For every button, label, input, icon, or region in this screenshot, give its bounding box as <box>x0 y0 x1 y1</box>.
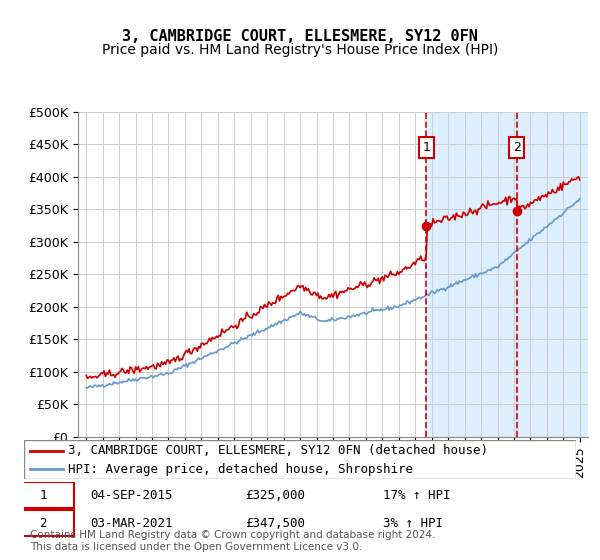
FancyBboxPatch shape <box>24 440 576 479</box>
Text: 3, CAMBRIDGE COURT, ELLESMERE, SY12 0FN: 3, CAMBRIDGE COURT, ELLESMERE, SY12 0FN <box>122 29 478 44</box>
Text: 03-MAR-2021: 03-MAR-2021 <box>90 516 173 530</box>
Text: 2: 2 <box>513 141 521 154</box>
Text: £347,500: £347,500 <box>245 516 305 530</box>
Text: HPI: Average price, detached house, Shropshire: HPI: Average price, detached house, Shro… <box>68 463 413 475</box>
Text: 3, CAMBRIDGE COURT, ELLESMERE, SY12 0FN (detached house): 3, CAMBRIDGE COURT, ELLESMERE, SY12 0FN … <box>68 444 488 457</box>
Text: 3% ↑ HPI: 3% ↑ HPI <box>383 516 443 530</box>
Text: 1: 1 <box>422 141 430 154</box>
Text: Contains HM Land Registry data © Crown copyright and database right 2024.
This d: Contains HM Land Registry data © Crown c… <box>30 530 436 552</box>
Text: 04-SEP-2015: 04-SEP-2015 <box>90 488 173 502</box>
Text: £325,000: £325,000 <box>245 488 305 502</box>
Text: 17% ↑ HPI: 17% ↑ HPI <box>383 488 450 502</box>
Bar <box>426 112 588 437</box>
Text: Price paid vs. HM Land Registry's House Price Index (HPI): Price paid vs. HM Land Registry's House … <box>102 44 498 58</box>
Text: 2: 2 <box>40 516 47 530</box>
Text: 1: 1 <box>40 488 47 502</box>
FancyBboxPatch shape <box>13 510 74 536</box>
FancyBboxPatch shape <box>13 482 74 508</box>
